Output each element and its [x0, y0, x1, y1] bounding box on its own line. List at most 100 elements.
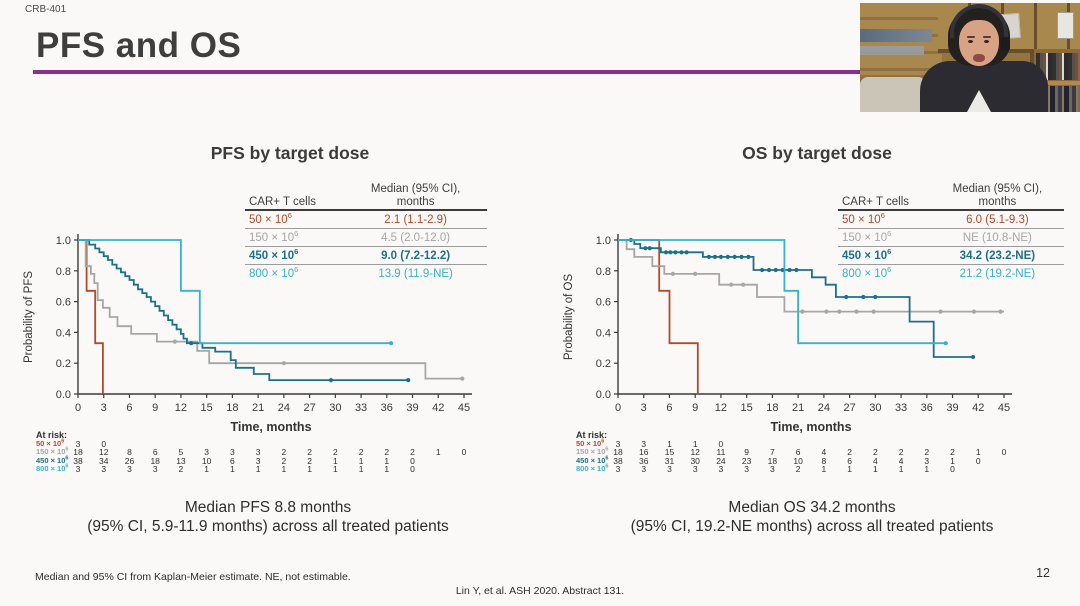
at-risk-count: 6: [230, 455, 235, 466]
at-risk-count: 1: [847, 464, 852, 475]
at-risk-dose-label: 150 × 106: [576, 446, 609, 457]
at-risk-count: 3: [641, 439, 647, 449]
dose-label: 800 × 106: [842, 264, 892, 280]
at-risk-count: 2: [307, 455, 312, 466]
at-risk-count: 1: [667, 439, 672, 449]
y-tick-label: 0.8: [596, 266, 611, 278]
x-tick-label: 15: [201, 402, 213, 414]
at-risk-count: 4: [872, 455, 878, 466]
legend-row-dose-450: 450 × 106 34.2 (23.2-NE): [838, 247, 1064, 265]
at-risk-count: 1: [692, 439, 698, 449]
at-risk-count: 0: [1001, 447, 1007, 458]
pfs-chart-title: PFS by target dose: [210, 143, 370, 163]
presenter-mouth: [973, 54, 985, 62]
x-tick-label: 21: [792, 402, 804, 414]
censor-mark: [739, 254, 744, 259]
censor-mark: [643, 246, 648, 251]
at-risk-dose-label: 450 × 106: [576, 455, 609, 465]
at-risk-row-dose-50: 50 × 106 3 3 1 1 0: [560, 439, 1015, 449]
at-risk-count: 1: [384, 455, 390, 466]
x-tick-label: 3: [101, 402, 107, 414]
at-risk-count: 6: [795, 447, 801, 458]
legend-median-header-line1: Median (95% CI),: [370, 183, 461, 195]
pfs-legend-table: CAR+ T cells Median (95% CI), months 50 …: [245, 177, 487, 282]
censor-mark: [647, 246, 652, 251]
censor-mark: [861, 294, 866, 300]
at-risk-count: 1: [307, 464, 312, 475]
x-tick-label: 0: [75, 402, 81, 414]
shelf-item-blue: [860, 29, 932, 42]
at-risk-count: 8: [821, 455, 827, 466]
x-tick-label: 36: [381, 402, 393, 414]
at-risk-count: 38: [73, 455, 83, 466]
at-risk-count: 2: [384, 447, 390, 458]
os-legend-header: CAR+ T cells Median (95% CI), months: [838, 177, 1064, 211]
km-curve-dose-800: [618, 239, 946, 345]
x-tick-label: 42: [432, 402, 444, 414]
km-curve-dose-150: [78, 239, 463, 380]
dose-label: 50 × 106: [842, 210, 885, 226]
at-risk-count: 30: [690, 455, 700, 466]
at-risk-count: 0: [461, 447, 467, 458]
at-risk-count: 3: [75, 464, 81, 475]
censor-mark: [824, 309, 829, 314]
at-risk-count: 3: [641, 464, 647, 475]
legend-row-dose-150: 150 × 106 NE (10.8-NE): [838, 229, 1064, 247]
couch: [860, 77, 926, 112]
at-risk-count: 23: [741, 455, 752, 466]
dose-label: 450 × 106: [249, 246, 299, 262]
censor-mark: [873, 294, 878, 300]
censor-mark: [732, 254, 737, 259]
km-curve-dose-50: [618, 239, 699, 394]
at-risk-count: 8: [127, 447, 132, 458]
x-tick-label: 15: [741, 402, 753, 414]
os-legend-table: CAR+ T cells Median (95% CI), months 50 …: [838, 177, 1064, 282]
x-tick-label: 36: [921, 402, 933, 414]
censor-mark: [718, 254, 723, 259]
legend-row-dose-800: 800 × 106 13.9 (11.9-NE): [245, 265, 487, 282]
legend-col-median-header: Median (95% CI), months: [344, 183, 487, 208]
at-risk-dose-label: 150 × 106: [36, 446, 69, 457]
censor-mark: [773, 267, 778, 273]
at-risk-count: 3: [230, 447, 235, 458]
y-tick-label: 0.4: [56, 327, 71, 339]
censor-mark: [854, 309, 859, 314]
at-risk-count: 9: [744, 447, 750, 458]
at-risk-count: 0: [101, 439, 107, 449]
x-tick-label: 24: [278, 402, 290, 414]
censor-mark: [663, 250, 669, 255]
at-risk-count: 3: [101, 464, 107, 475]
os-km-plot: 0 3 6 9 12 15 18 21 24 27 30 33 36 39 42 450.00.20.40.6…: [563, 234, 1012, 434]
x-tick-label: 27: [843, 402, 855, 414]
at-risk-count: 1: [230, 464, 235, 475]
study-code: CRB-401: [25, 4, 67, 15]
x-tick-label: 18: [226, 402, 238, 414]
at-risk-count: 0: [410, 455, 415, 466]
median-ci-value: 21.2 (19.2-NE): [959, 267, 1036, 280]
at-risk-count: 3: [255, 455, 261, 466]
x-tick-label: 30: [329, 402, 341, 414]
censor-mark: [971, 354, 976, 360]
legend-row-dose-50: 50 × 106 2.1 (1.1-2.9): [245, 211, 487, 229]
censor-mark: [706, 254, 711, 259]
pfs-legend-header: CAR+ T cells Median (95% CI), months: [245, 177, 487, 211]
at-risk-count: 1: [950, 455, 955, 466]
legend-col-median-header: Median (95% CI), months: [931, 183, 1064, 208]
median-ci-value: 4.5 (2.0-12.0): [381, 231, 451, 244]
os-summary-line2: (95% CI, 19.2-NE months) across all trea…: [630, 518, 994, 535]
km-curve-dose-150: [618, 239, 1004, 313]
censor-mark: [800, 309, 805, 314]
at-risk-count: 2: [410, 447, 415, 458]
x-tick-label: 18: [766, 402, 778, 414]
median-ci-value: 2.1 (1.1-2.9): [384, 213, 447, 226]
at-risk-count: 1: [821, 464, 827, 475]
at-risk-count: 2: [281, 455, 287, 466]
citation: Lin Y, et al. ASH 2020. Abstract 131.: [455, 585, 625, 597]
censor-mark: [679, 250, 684, 255]
at-risk-count: 11: [716, 447, 726, 458]
at-risk-count: 18: [613, 447, 623, 458]
censor-mark: [684, 250, 689, 255]
y-tick-label: 0.6: [596, 297, 611, 309]
y-tick-label: 0.6: [56, 297, 71, 309]
